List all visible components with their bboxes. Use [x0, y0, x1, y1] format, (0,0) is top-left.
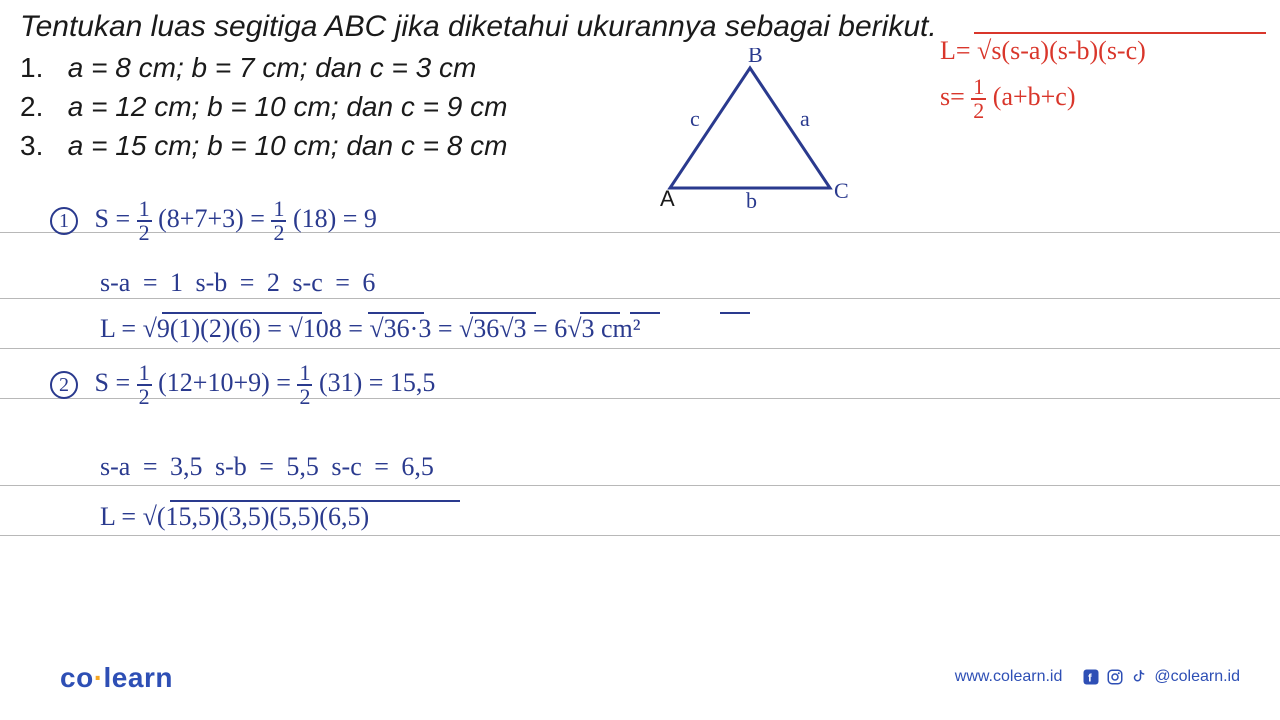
w2-s-prefix: S =: [95, 368, 137, 397]
w2-s-suffix: (31) = 15,5: [312, 368, 435, 397]
social-icons: f @colearn.id: [1082, 668, 1240, 686]
work1-number: 1: [50, 207, 78, 235]
frac-half: 12: [137, 198, 152, 244]
rule-line: [0, 535, 1280, 536]
formula-L: L= √s(s-a)(s-b)(s-c): [940, 36, 1146, 66]
side-b: b: [746, 188, 757, 208]
rule-line: [0, 485, 1280, 486]
footer: co·learn www.colearn.id f @colearn.id: [0, 662, 1280, 702]
formula-s: s= 12 (a+b+c): [940, 76, 1146, 122]
q2-text: a = 12 cm; b = 10 cm; dan c = 9 cm: [68, 91, 508, 122]
tiktok-icon: [1130, 668, 1148, 686]
q3-text: a = 15 cm; b = 10 cm; dan c = 8 cm: [68, 130, 508, 161]
logo-dot: ·: [94, 662, 104, 693]
triangle-diagram: A B C c a b: [620, 48, 880, 208]
logo-learn: learn: [104, 662, 173, 693]
footer-right: www.colearn.id f @colearn.id: [955, 668, 1240, 686]
logo-co: co: [60, 662, 94, 693]
w2-L-text: L = √(15,5)(3,5)(5,5)(6,5): [100, 502, 369, 531]
work2-number: 2: [50, 371, 78, 399]
instagram-icon: [1106, 668, 1124, 686]
work2-s-line: 2 S = 12 (12+10+9) = 12 (31) = 15,5: [50, 362, 435, 408]
formula-L-text: L= √s(s-a)(s-b)(s-c): [940, 36, 1146, 65]
q3-num: 3.: [20, 126, 60, 165]
frac-half: 12: [271, 198, 286, 244]
w2-s-mid: (12+10+9) =: [152, 368, 298, 397]
rule-line: [0, 298, 1280, 299]
facebook-icon: f: [1082, 668, 1100, 686]
work2-diffs: s-a = 3,5 s-b = 5,5 s-c = 6,5: [100, 452, 434, 482]
w1-s-suffix: (18) = 9: [286, 204, 376, 233]
frac-half: 12: [137, 362, 152, 408]
footer-url: www.colearn.id: [955, 668, 1063, 686]
vertex-B: B: [748, 48, 763, 67]
vertex-A: A: [660, 186, 675, 208]
q1-text: a = 8 cm; b = 7 cm; dan c = 3 cm: [68, 52, 477, 83]
svg-text:f: f: [1088, 673, 1092, 685]
social-handle: @colearn.id: [1154, 668, 1240, 686]
vertex-C: C: [834, 178, 849, 203]
work1-diffs: s-a = 1 s-b = 2 s-c = 6: [100, 268, 375, 298]
side-a: a: [800, 106, 810, 131]
frac-half: 12: [297, 362, 312, 408]
w1-s-mid: (8+7+3) =: [152, 204, 272, 233]
work1-L: L = √9(1)(2)(6) = √108 = √36·3 = √36√3 =…: [100, 314, 641, 344]
rule-line: [0, 348, 1280, 349]
w1-L-text: L = √9(1)(2)(6) = √108 = √36·3 = √36√3 =…: [100, 314, 641, 343]
formula-s-suffix: (a+b+c): [986, 82, 1075, 111]
frac-half: 12: [971, 76, 986, 122]
work1-s-line: 1 S = 12 (8+7+3) = 12 (18) = 9: [50, 198, 377, 244]
w1-s-prefix: S =: [95, 204, 137, 233]
work2-L: L = √(15,5)(3,5)(5,5)(6,5): [100, 502, 369, 532]
formula-s-prefix: s=: [940, 82, 971, 111]
q1-num: 1.: [20, 48, 60, 87]
q2-num: 2.: [20, 87, 60, 126]
heron-formula-notes: L= √s(s-a)(s-b)(s-c) s= 12 (a+b+c): [940, 36, 1146, 132]
side-c: c: [690, 106, 700, 131]
colearn-logo: co·learn: [60, 662, 173, 694]
